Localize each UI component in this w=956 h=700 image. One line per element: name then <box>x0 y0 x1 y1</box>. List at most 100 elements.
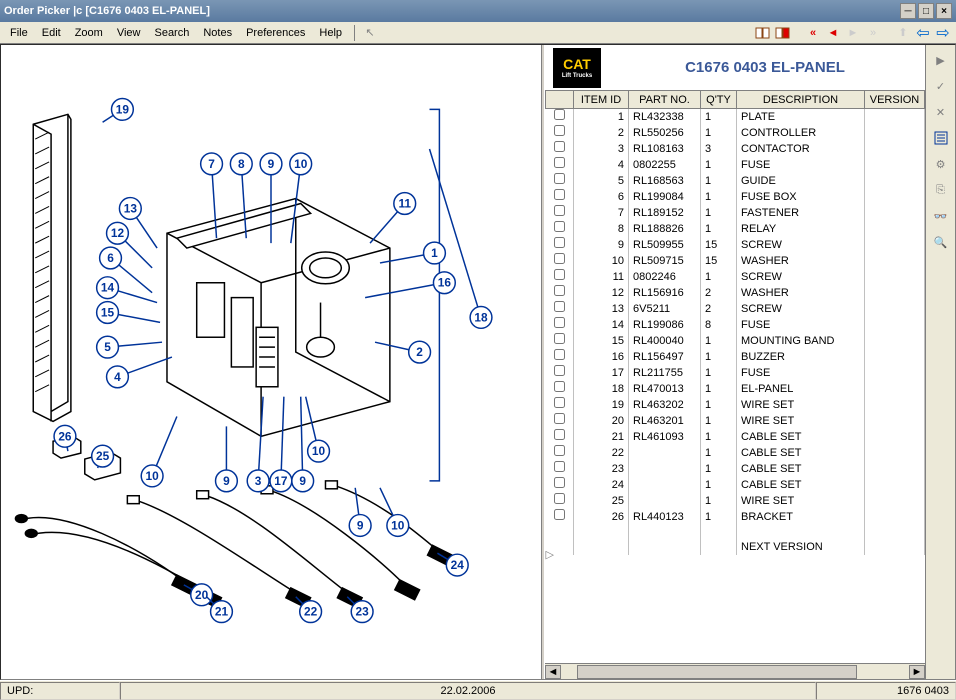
table-row[interactable]: 15RL4000401MOUNTING BAND <box>546 333 925 349</box>
menu-zoom[interactable]: Zoom <box>69 25 109 41</box>
table-row[interactable]: 19RL4632021WIRE SET <box>546 397 925 413</box>
table-row[interactable]: 14RL1990868FUSE <box>546 317 925 333</box>
row-checkbox[interactable] <box>546 221 574 237</box>
table-row[interactable]: 5RL1685631GUIDE <box>546 173 925 189</box>
row-checkbox[interactable] <box>546 157 574 173</box>
nav-last-icon[interactable]: » <box>865 25 881 41</box>
menu-file[interactable]: File <box>4 25 34 41</box>
row-checkbox[interactable] <box>546 253 574 269</box>
close-button[interactable]: × <box>936 3 952 19</box>
col-part-no[interactable]: PART NO. <box>629 91 701 109</box>
scroll-thumb[interactable] <box>577 665 857 679</box>
balloon-label: 10 <box>294 157 308 171</box>
table-row[interactable]: 408022551FUSE <box>546 157 925 173</box>
list-icon[interactable] <box>930 127 952 149</box>
cell-part-no: RL211755 <box>629 365 701 381</box>
table-row[interactable]: 17RL2117551FUSE <box>546 365 925 381</box>
bookmark-icon[interactable] <box>775 25 791 41</box>
row-checkbox[interactable] <box>546 109 574 126</box>
horizontal-scrollbar[interactable]: ◄ ► <box>545 663 925 679</box>
row-checkbox[interactable] <box>546 365 574 381</box>
table-row[interactable]: 26RL4401231BRACKET <box>546 509 925 525</box>
row-checkbox[interactable] <box>546 493 574 509</box>
check-icon[interactable]: ✓ <box>930 75 952 97</box>
pointer-icon[interactable]: ↖ <box>362 25 378 41</box>
row-checkbox[interactable] <box>546 445 574 461</box>
table-row[interactable]: 10RL50971515WASHER <box>546 253 925 269</box>
next-version-row[interactable]: ▷NEXT VERSION <box>546 540 925 555</box>
menu-edit[interactable]: Edit <box>36 25 67 41</box>
table-row[interactable]: 241CABLE SET <box>546 477 925 493</box>
table-row[interactable]: 7RL1891521FASTENER <box>546 205 925 221</box>
table-row[interactable]: 6RL1990841FUSE BOX <box>546 189 925 205</box>
table-row[interactable]: 8RL1888261RELAY <box>546 221 925 237</box>
menu-view[interactable]: View <box>111 25 147 41</box>
row-checkbox[interactable] <box>546 141 574 157</box>
row-checkbox[interactable] <box>546 461 574 477</box>
col-version[interactable]: VERSION <box>865 91 925 109</box>
cell-description: SCREW <box>737 237 865 253</box>
col-item-id[interactable]: ITEM ID <box>574 91 629 109</box>
table-row[interactable]: 136V52112SCREW <box>546 301 925 317</box>
nav-first-icon[interactable]: « <box>805 25 821 41</box>
nav-back-icon[interactable]: ⇦ <box>915 25 931 41</box>
minimize-button[interactable]: ─ <box>900 3 916 19</box>
table-row[interactable]: 18RL4700131EL-PANEL <box>546 381 925 397</box>
diagram-pane[interactable]: 1978910131261415541111618226251093179109… <box>1 45 541 679</box>
nav-next-icon[interactable]: ► <box>845 25 861 41</box>
row-checkbox[interactable] <box>546 189 574 205</box>
row-checkbox[interactable] <box>546 173 574 189</box>
row-checkbox[interactable] <box>546 269 574 285</box>
row-checkbox[interactable] <box>546 317 574 333</box>
nav-prev-icon[interactable]: ◄ <box>825 25 841 41</box>
cell-item-id: 13 <box>574 301 629 317</box>
table-row[interactable]: 251WIRE SET <box>546 493 925 509</box>
scroll-right-arrow[interactable]: ► <box>909 665 925 679</box>
row-checkbox[interactable] <box>546 333 574 349</box>
scroll-left-arrow[interactable]: ◄ <box>545 665 561 679</box>
menu-notes[interactable]: Notes <box>197 25 238 41</box>
table-row[interactable]: 221CABLE SET <box>546 445 925 461</box>
menu-preferences[interactable]: Preferences <box>240 25 311 41</box>
table-row[interactable]: 21RL4610931CABLE SET <box>546 429 925 445</box>
cell-version <box>865 317 925 333</box>
table-row[interactable]: 1RL4323381PLATE <box>546 109 925 126</box>
table-row[interactable]: 12RL1569162WASHER <box>546 285 925 301</box>
row-checkbox[interactable] <box>546 237 574 253</box>
row-checkbox[interactable] <box>546 509 574 525</box>
table-row[interactable]: 231CABLE SET <box>546 461 925 477</box>
binoculars-icon[interactable]: 👓 <box>930 205 952 227</box>
table-row[interactable]: 1108022461SCREW <box>546 269 925 285</box>
row-checkbox[interactable] <box>546 301 574 317</box>
row-checkbox[interactable] <box>546 349 574 365</box>
col-check[interactable] <box>546 91 574 109</box>
table-row[interactable]: 2RL5502561CONTROLLER <box>546 125 925 141</box>
cell-description: RELAY <box>737 221 865 237</box>
col-description[interactable]: DESCRIPTION <box>737 91 865 109</box>
book-icon[interactable] <box>755 25 771 41</box>
copy-icon[interactable]: ⎘ <box>930 179 952 201</box>
nav-forward-icon[interactable]: ⇨ <box>935 25 951 41</box>
nav-up-icon[interactable]: ⬆ <box>895 25 911 41</box>
menu-search[interactable]: Search <box>148 25 195 41</box>
row-checkbox[interactable] <box>546 397 574 413</box>
delete-icon[interactable]: ✕ <box>930 101 952 123</box>
menu-help[interactable]: Help <box>313 25 348 41</box>
row-checkbox[interactable] <box>546 413 574 429</box>
link-icon[interactable]: ⚙ <box>930 153 952 175</box>
row-checkbox[interactable] <box>546 429 574 445</box>
table-row[interactable]: 9RL50995515SCREW <box>546 237 925 253</box>
table-row[interactable]: 16RL1564971BUZZER <box>546 349 925 365</box>
row-checkbox[interactable] <box>546 381 574 397</box>
row-checkbox[interactable] <box>546 125 574 141</box>
play-icon[interactable]: ▶ <box>930 49 952 71</box>
table-row[interactable]: 3RL1081633CONTACTOR <box>546 141 925 157</box>
search-icon[interactable]: 🔍 <box>930 231 952 253</box>
row-checkbox[interactable] <box>546 285 574 301</box>
col-qty[interactable]: Q'TY <box>701 91 737 109</box>
table-row[interactable]: 20RL4632011WIRE SET <box>546 413 925 429</box>
row-checkbox[interactable] <box>546 205 574 221</box>
maximize-button[interactable]: □ <box>918 3 934 19</box>
cell-description: WIRE SET <box>737 493 865 509</box>
row-checkbox[interactable] <box>546 477 574 493</box>
